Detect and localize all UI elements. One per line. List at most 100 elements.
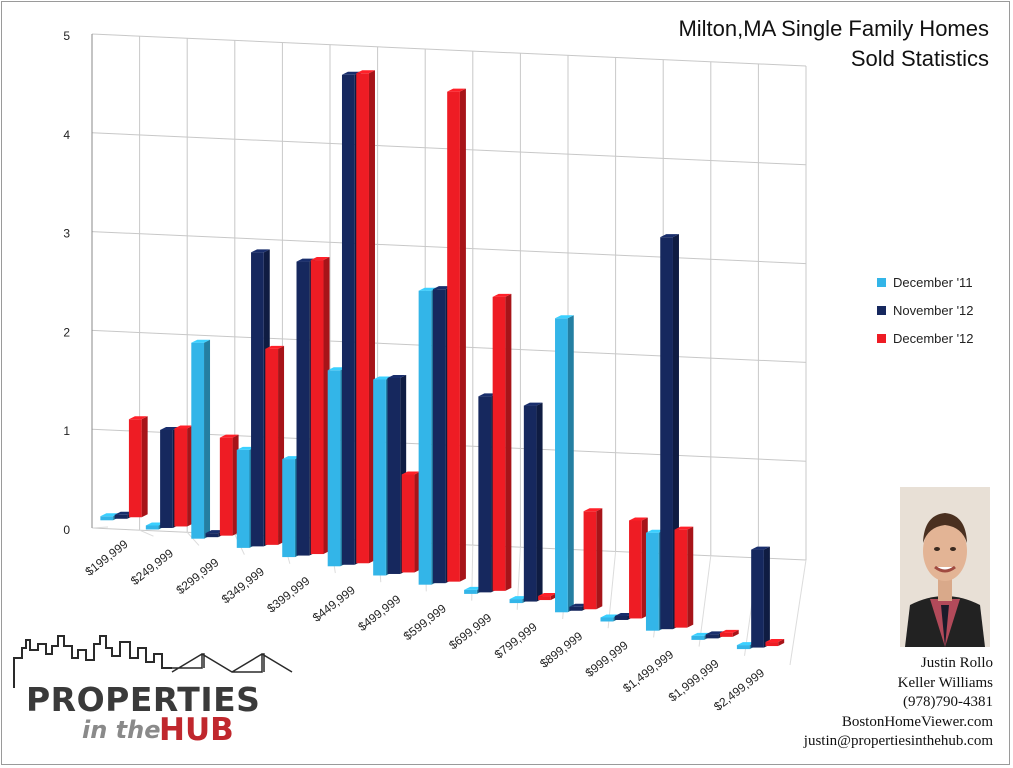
agent-website: BostonHomeViewer.com: [841, 713, 993, 730]
bar-front: [327, 370, 341, 567]
bar: [310, 257, 330, 555]
bar: [219, 434, 239, 536]
bar-front: [464, 589, 477, 594]
bar-front: [765, 642, 779, 647]
bar-front: [145, 525, 159, 530]
bar-side: [763, 546, 770, 648]
x-tick-label: $1,499,999: [620, 647, 676, 695]
bar-top: [114, 511, 134, 515]
x-tick-label: $799,999: [492, 620, 540, 662]
bar-top: [478, 393, 498, 397]
bar-top: [128, 416, 148, 420]
bar-top: [418, 287, 438, 291]
bar: [523, 402, 543, 602]
gridline-floor: [698, 555, 712, 647]
legend-label-nov-12: November '12: [893, 302, 974, 318]
gridline-side: [92, 429, 108, 527]
gridline-side: [92, 133, 108, 527]
bar-front: [432, 289, 446, 584]
bar-front: [160, 429, 173, 528]
bar-front: [418, 290, 432, 585]
agent-contact: Justin Rollo Keller Williams (978)790-43…: [804, 654, 993, 752]
bar-top: [492, 293, 512, 297]
bar-front: [645, 532, 659, 631]
bar-front: [310, 260, 324, 555]
bar: [674, 526, 694, 628]
gridline-floor: [139, 529, 154, 537]
legend-label-dec-11: December '11: [893, 274, 973, 290]
x-tick-label: $1,999,999: [666, 656, 722, 704]
gridline-side: [92, 330, 108, 527]
bar-top: [160, 426, 179, 430]
x-tick-label: $999,999: [583, 638, 631, 680]
bar-front: [523, 405, 537, 602]
x-tick-label: $199,999: [83, 537, 131, 579]
bar-top: [145, 522, 165, 526]
bar: [492, 293, 512, 591]
legend-item-dec-11: December '11: [877, 268, 974, 296]
bar-top: [765, 639, 785, 643]
gridline-side: [92, 232, 108, 527]
bar-top: [191, 339, 211, 343]
gridline-floor: [91, 526, 109, 529]
bar: [583, 508, 603, 610]
y-tick-label: 3: [63, 227, 70, 241]
legend-label-dec-12: December '12: [893, 330, 974, 346]
y-tick-label: 1: [63, 424, 70, 438]
bar-top: [736, 642, 756, 646]
bar-side: [536, 402, 543, 602]
bar: [751, 546, 770, 648]
bar-front: [478, 396, 492, 593]
x-tick-label: $499,999: [355, 592, 403, 634]
bar-top: [691, 632, 711, 636]
bar-front: [447, 91, 460, 582]
bar-front: [219, 437, 233, 536]
bar: [191, 339, 211, 539]
bar: [719, 629, 739, 637]
x-tick-label: $2,499,999: [711, 666, 767, 714]
bar: [356, 70, 375, 564]
bar-front: [282, 459, 295, 558]
bar-top: [100, 513, 120, 517]
x-tick-label: $599,999: [401, 601, 449, 643]
bar-front: [387, 377, 401, 574]
bar-front: [100, 516, 114, 521]
bar-top: [296, 258, 316, 262]
bar-front: [569, 606, 583, 611]
bar-front: [509, 599, 523, 604]
bar-front: [341, 74, 355, 565]
bar-side: [687, 526, 694, 628]
bar-top: [538, 593, 557, 597]
x-tick-label: $699,999: [446, 610, 494, 652]
bar-top: [356, 70, 375, 74]
agent-phone: (978)790-4381: [903, 694, 993, 710]
bar-top: [205, 530, 225, 534]
bar-top: [645, 529, 665, 533]
bar-side: [778, 639, 785, 647]
bar-front: [538, 596, 551, 601]
bar-top: [401, 471, 421, 475]
gridline-floor: [789, 559, 807, 666]
bar: [629, 517, 648, 619]
bar-front: [128, 419, 142, 518]
bar-top: [751, 546, 770, 550]
bar-side: [596, 508, 603, 610]
bar-front: [705, 634, 719, 639]
y-tick-label: 4: [63, 128, 70, 142]
bar-front: [236, 449, 250, 548]
gridline-floor: [186, 531, 200, 546]
bar-top: [660, 234, 679, 238]
legend-item-dec-12: December '12: [877, 324, 974, 352]
bars: [100, 70, 785, 650]
logo-text-hub: HUB: [159, 712, 234, 748]
bar-top: [219, 434, 239, 438]
bar-front: [191, 342, 205, 539]
bar-top: [674, 526, 694, 530]
legend-item-nov-12: November '12: [877, 296, 974, 324]
bar-front: [356, 73, 369, 564]
y-tick-label: 2: [63, 325, 70, 339]
bar: [555, 315, 574, 613]
bar-top: [600, 614, 620, 618]
